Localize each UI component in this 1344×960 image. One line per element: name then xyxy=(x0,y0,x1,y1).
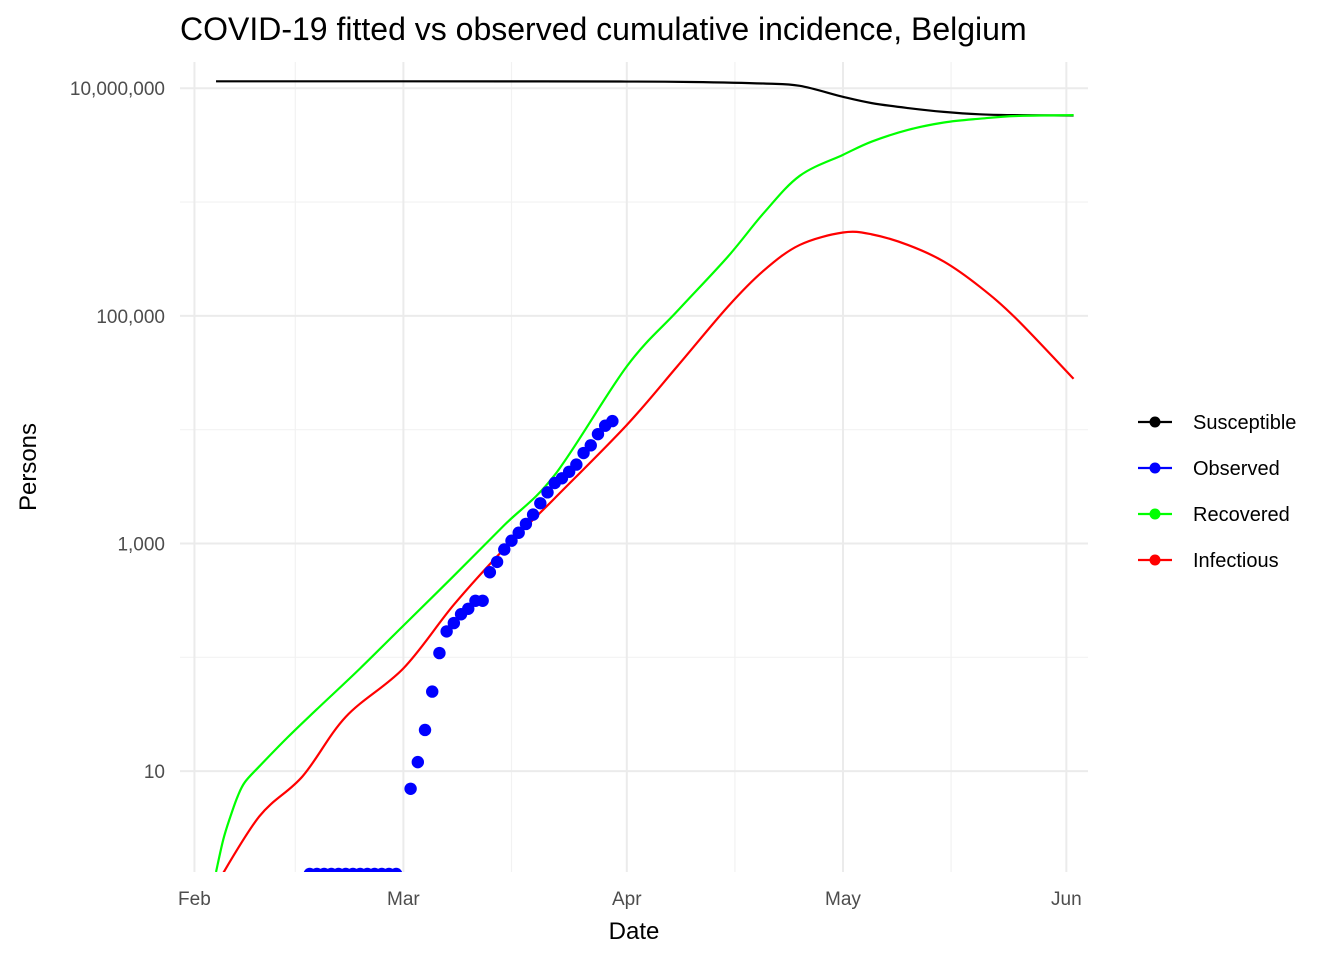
y-tick-label: 100,000 xyxy=(96,307,165,328)
observed-point xyxy=(210,879,222,891)
observed-point xyxy=(519,517,533,531)
y-tick-label: 10,000,000 xyxy=(70,79,165,100)
observed-point xyxy=(505,534,518,547)
observed-point xyxy=(584,439,597,452)
observed-point xyxy=(433,646,446,660)
series-line-infectious xyxy=(222,230,1075,872)
legend-key-point xyxy=(1149,554,1161,566)
observed-point xyxy=(224,879,236,891)
observed-point xyxy=(217,879,229,891)
x-tick-labels: Feb Mar Apr May Jun xyxy=(178,889,1082,910)
observed-point xyxy=(246,879,258,891)
observed-point xyxy=(512,526,525,539)
observed-point xyxy=(490,555,504,569)
observed-point xyxy=(534,497,547,510)
legend-label: Infectious xyxy=(1193,550,1279,572)
legend: Susceptible Observed Recovered Infectious xyxy=(1138,412,1296,572)
observed-point xyxy=(606,414,619,428)
observed-point xyxy=(411,755,425,769)
observed-point xyxy=(541,486,554,499)
observed-point xyxy=(426,685,439,698)
x-tick-label: Apr xyxy=(612,889,642,910)
legend-label: Susceptible xyxy=(1193,412,1296,434)
observed-point xyxy=(282,879,294,891)
legend-key-point xyxy=(1149,416,1161,428)
observed-point xyxy=(289,879,301,891)
observed-point xyxy=(476,594,489,607)
y-tick-label: 1,000 xyxy=(117,535,165,556)
series-line-recovered xyxy=(214,114,1074,872)
observed-point xyxy=(570,458,583,471)
observed-point xyxy=(498,543,511,556)
observed-point xyxy=(447,616,461,630)
x-tick-label: Mar xyxy=(387,889,420,910)
observed-point xyxy=(462,602,475,615)
series-layer xyxy=(214,80,1075,872)
observed-point xyxy=(526,508,540,521)
observed-point xyxy=(231,879,243,891)
x-tick-label: Jun xyxy=(1051,889,1082,910)
observed-point xyxy=(267,879,279,891)
y-tick-label: 10 xyxy=(144,762,165,783)
observed-point xyxy=(390,867,403,872)
x-tick-label: Feb xyxy=(178,889,211,910)
x-tick-label: May xyxy=(825,889,861,910)
y-axis-title: Persons xyxy=(15,423,42,511)
observed-point xyxy=(296,879,308,891)
observed-point xyxy=(483,566,497,579)
observed-point xyxy=(275,879,287,891)
observed-point xyxy=(260,879,272,891)
legend-key-point xyxy=(1149,508,1161,520)
legend-key-point xyxy=(1149,462,1161,474)
series-line-susceptible xyxy=(216,80,1074,117)
observed-point xyxy=(591,427,605,441)
observed-point xyxy=(239,879,251,891)
observed-point xyxy=(418,723,432,737)
legend-label: Observed xyxy=(1193,458,1280,480)
observed-point xyxy=(253,879,265,891)
y-tick-labels: 10 1,000 100,000 10,000,000 xyxy=(70,79,165,783)
legend-label: Recovered xyxy=(1193,504,1290,526)
x-axis-title: Date xyxy=(609,918,660,945)
observed-point xyxy=(404,782,417,795)
observed-points xyxy=(210,414,619,891)
grid xyxy=(180,62,1088,872)
chart-title: COVID-19 fitted vs observed cumulative i… xyxy=(180,11,1027,47)
observed-point xyxy=(440,625,453,638)
